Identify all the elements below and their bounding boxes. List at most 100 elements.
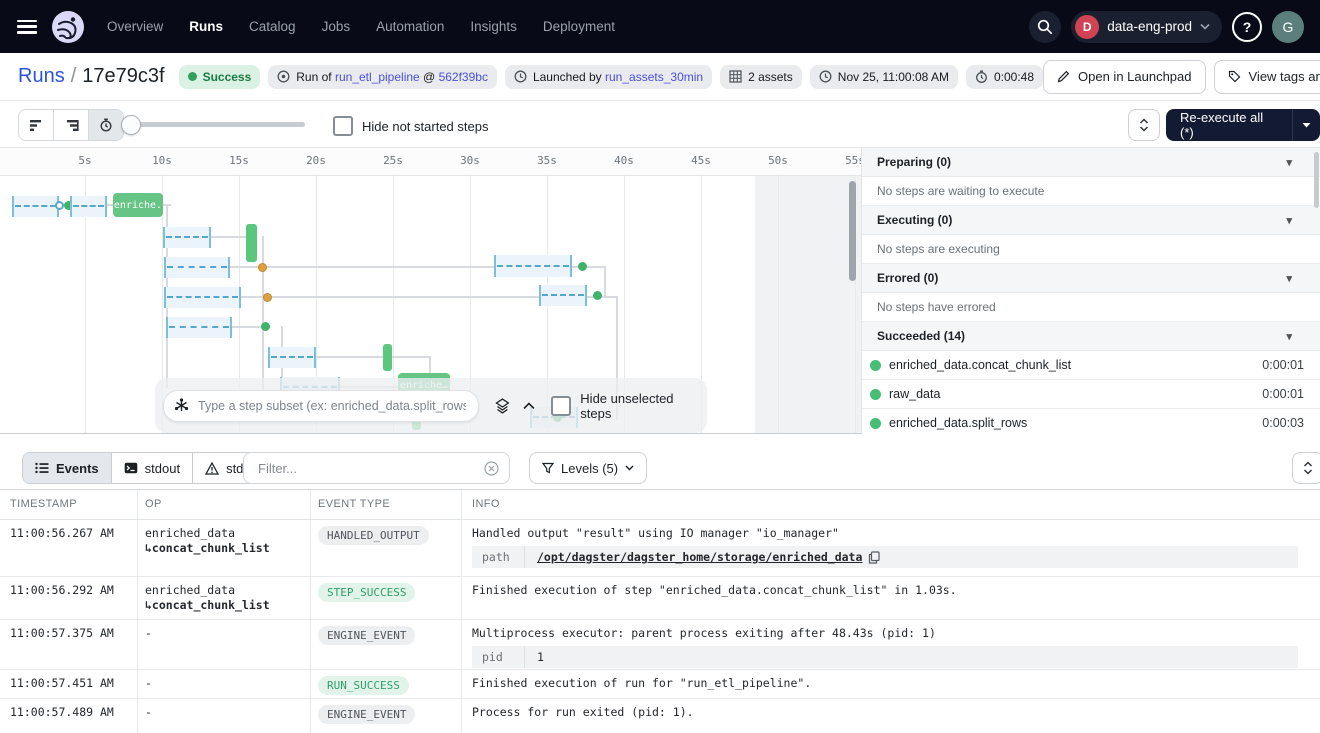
steps-section-header[interactable]: Errored (0)▾ bbox=[862, 264, 1320, 293]
step-waiting-box[interactable] bbox=[164, 287, 241, 308]
nav-item-insights[interactable]: Insights bbox=[470, 19, 517, 34]
gantt-chart[interactable]: 5s10s15s20s25s30s35s40s45s50s55s enriche… bbox=[0, 148, 862, 434]
tab-events[interactable]: Events bbox=[23, 453, 112, 483]
step-name: enriched_data.concat_chunk_list bbox=[889, 358, 1071, 372]
gantt-sort-button[interactable] bbox=[1128, 109, 1160, 141]
steps-section-header[interactable]: Executing (0)▾ bbox=[862, 206, 1320, 235]
step-waiting-box[interactable] bbox=[12, 196, 59, 217]
event-row[interactable]: 11:00:56.267 AMenriched_data ↳concat_chu… bbox=[0, 519, 1320, 577]
funnel-icon bbox=[542, 462, 554, 474]
log-filter-input[interactable] bbox=[256, 460, 484, 477]
hide-unselected-label: Hide unselected steps bbox=[580, 391, 707, 421]
workspace-switcher[interactable]: D data-eng-prod bbox=[1071, 11, 1222, 43]
step-start-ring bbox=[55, 201, 64, 210]
axis-tick: 50s bbox=[768, 154, 788, 167]
pipeline-link[interactable]: run_etl_pipeline bbox=[335, 70, 420, 84]
terminal-icon bbox=[124, 462, 138, 474]
step-label-bar[interactable]: enriche. bbox=[113, 193, 163, 217]
step-waiting-box[interactable] bbox=[539, 285, 587, 306]
hide-unselected-checkbox[interactable] bbox=[551, 396, 571, 416]
event-type-badge: ENGINE_EVENT bbox=[318, 626, 415, 645]
dagster-logo-icon[interactable] bbox=[51, 10, 85, 44]
steps-section-header[interactable]: Preparing (0)▾ bbox=[862, 148, 1320, 177]
hamburger-menu-icon[interactable] bbox=[17, 20, 37, 34]
nav-item-jobs[interactable]: Jobs bbox=[322, 19, 351, 34]
nav-item-runs[interactable]: Runs bbox=[189, 19, 223, 34]
copy-icon[interactable] bbox=[868, 551, 880, 564]
nav-item-overview[interactable]: Overview bbox=[107, 19, 163, 34]
steps-section-title: Succeeded (14) bbox=[877, 329, 965, 343]
dependency-line bbox=[228, 326, 263, 328]
schedule-link[interactable]: run_assets_30min bbox=[605, 70, 703, 84]
log-sort-button[interactable] bbox=[1292, 452, 1320, 484]
nav-item-catalog[interactable]: Catalog bbox=[249, 19, 296, 34]
re-execute-menu-button[interactable] bbox=[1292, 109, 1320, 141]
view-flat-button[interactable] bbox=[19, 110, 54, 140]
chevron-up-icon[interactable] bbox=[523, 402, 535, 410]
event-metadata: pid1 bbox=[472, 646, 1298, 668]
breadcrumb: Runs/17e79c3f bbox=[18, 65, 165, 88]
view-tags-config-button[interactable]: View tags and config bbox=[1214, 60, 1320, 94]
dependency-line bbox=[390, 356, 430, 358]
step-waiting-box[interactable] bbox=[166, 317, 232, 338]
step-subset-input[interactable] bbox=[196, 398, 468, 414]
event-row[interactable]: 11:00:57.451 AM-RUN_SUCCESSFinished exec… bbox=[0, 669, 1320, 699]
status-badge: Success bbox=[179, 65, 261, 89]
help-button[interactable]: ? bbox=[1232, 12, 1262, 42]
events-toolbar: Events stdout stderr Levels (5) bbox=[0, 447, 1320, 487]
view-waterfall-button[interactable] bbox=[54, 110, 89, 140]
dagster-run-page: Overview Runs Catalog Jobs Automation Insight… bbox=[0, 0, 1320, 733]
run-id: 17e79c3f bbox=[82, 65, 164, 87]
code-version-link[interactable]: 562f39bc bbox=[439, 70, 488, 84]
clear-filter-icon[interactable] bbox=[484, 461, 499, 476]
nav-item-deployment[interactable]: Deployment bbox=[543, 19, 615, 34]
axis-tick: 5s bbox=[78, 154, 91, 167]
succeeded-step-row[interactable]: raw_data0:00:01 bbox=[862, 380, 1320, 409]
zoom-slider-knob[interactable] bbox=[121, 115, 141, 135]
step-success-dot-icon bbox=[870, 360, 881, 371]
metadata-value[interactable]: /opt/dagster/dagster_home/storage/enrich… bbox=[537, 550, 880, 564]
chevron-down-icon bbox=[625, 465, 634, 471]
step-success-dot bbox=[261, 322, 270, 331]
hide-not-started-checkbox[interactable] bbox=[333, 116, 353, 136]
layers-icon[interactable] bbox=[495, 398, 510, 414]
event-message: Finished execution of run for "run_etl_p… bbox=[472, 676, 811, 691]
succeeded-step-row[interactable]: enriched_data.concat_chunk_list 0:00:01 bbox=[862, 351, 1320, 380]
view-timed-button[interactable] bbox=[89, 110, 123, 140]
steps-section-header[interactable]: Succeeded (14) ▾ bbox=[862, 322, 1320, 351]
step-waiting-box[interactable] bbox=[163, 227, 211, 248]
event-row[interactable]: 11:00:56.292 AMenriched_data ↳concat_chu… bbox=[0, 576, 1320, 620]
succeeded-step-row[interactable]: enriched_data.split_rows0:00:03 bbox=[862, 409, 1320, 433]
step-waiting-box[interactable] bbox=[164, 257, 230, 278]
breadcrumb-runs-link[interactable]: Runs bbox=[18, 65, 65, 87]
step-exec-bar[interactable] bbox=[246, 224, 257, 262]
event-op: - bbox=[145, 705, 152, 720]
levels-dropdown[interactable]: Levels (5) bbox=[529, 452, 647, 484]
event-timestamp: 11:00:56.292 AM bbox=[10, 583, 114, 598]
caret-down-icon: ▾ bbox=[1286, 330, 1292, 343]
search-button[interactable] bbox=[1029, 11, 1061, 43]
gantt-scrollbar[interactable] bbox=[849, 181, 856, 281]
event-row[interactable]: 11:00:57.375 AM-ENGINE_EVENTMultiprocess… bbox=[0, 619, 1320, 670]
step-success-dot bbox=[593, 291, 602, 300]
step-exec-bar[interactable] bbox=[383, 344, 392, 371]
axis-tick: 40s bbox=[614, 154, 634, 167]
re-execute-button[interactable]: Re-execute all (*) bbox=[1166, 110, 1292, 140]
step-waiting-box[interactable] bbox=[70, 196, 107, 217]
user-avatar[interactable]: G bbox=[1272, 11, 1304, 43]
steps-panel-scrollbar[interactable] bbox=[1314, 152, 1319, 208]
step-waiting-box[interactable] bbox=[268, 347, 316, 368]
axis-tick: 25s bbox=[383, 154, 403, 167]
tab-stdout[interactable]: stdout bbox=[112, 453, 193, 483]
step-waiting-box[interactable] bbox=[494, 255, 572, 277]
tag-assets[interactable]: 2 assets bbox=[720, 65, 802, 89]
open-in-launchpad-button[interactable]: Open in Launchpad bbox=[1043, 60, 1205, 94]
event-row[interactable]: 11:00:57.489 AM-ENGINE_EVENTProcess for … bbox=[0, 698, 1320, 733]
step-duration: 0:00:01 bbox=[1262, 358, 1304, 372]
nav-item-automation[interactable]: Automation bbox=[376, 19, 444, 34]
zoom-slider-track[interactable] bbox=[133, 122, 305, 127]
primary-nav: Overview Runs Catalog Jobs Automation Insight… bbox=[107, 19, 615, 34]
grid-icon bbox=[729, 70, 742, 83]
run-header: Runs/17e79c3f Success Run of run_etl_pip… bbox=[0, 53, 1320, 101]
event-timestamp: 11:00:57.375 AM bbox=[10, 626, 114, 641]
